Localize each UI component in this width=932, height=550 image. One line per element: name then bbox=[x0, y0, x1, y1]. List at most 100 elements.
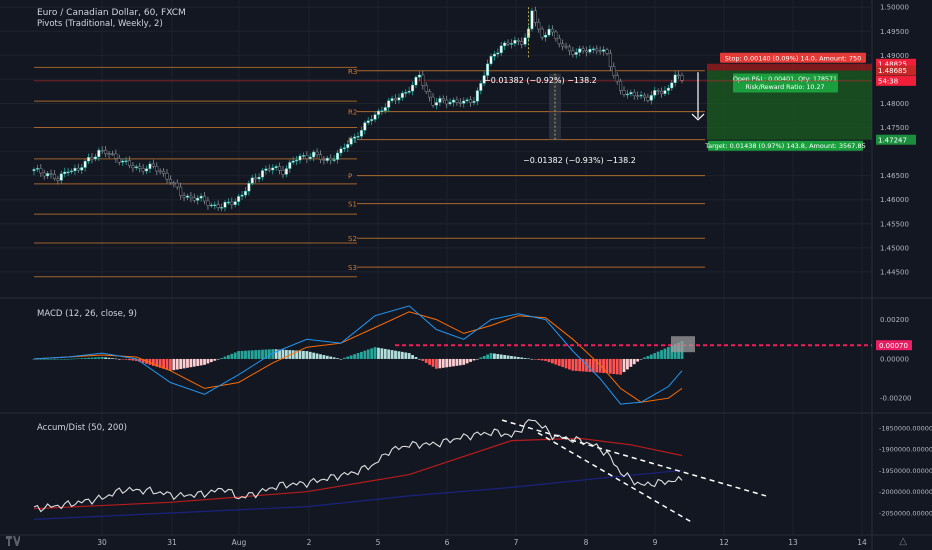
histogram-bar bbox=[595, 358, 599, 373]
histogram-bar bbox=[383, 348, 387, 359]
histogram-bar bbox=[278, 349, 281, 359]
histogram-bar bbox=[499, 354, 503, 359]
histogram-bar bbox=[107, 357, 111, 359]
candle bbox=[250, 177, 254, 184]
candle bbox=[168, 178, 172, 183]
ad-title[interactable]: Accum/Dist (50, 200) bbox=[37, 423, 127, 433]
macd-value-label: 0.00070 bbox=[879, 342, 908, 350]
candle bbox=[540, 28, 544, 38]
candle bbox=[492, 53, 496, 57]
candle bbox=[76, 167, 80, 171]
candle bbox=[677, 74, 681, 77]
candle bbox=[308, 156, 312, 159]
candle bbox=[346, 144, 350, 148]
warning-icon[interactable]: △ bbox=[899, 536, 907, 547]
time-tick-label: 9 bbox=[653, 538, 658, 547]
histogram-bar bbox=[581, 358, 585, 372]
histogram-bar bbox=[407, 353, 411, 359]
candle bbox=[615, 75, 619, 82]
candle bbox=[673, 74, 677, 83]
candle bbox=[284, 168, 288, 175]
target-label-bg bbox=[708, 140, 863, 151]
candle bbox=[312, 151, 316, 158]
histogram-bar bbox=[615, 358, 619, 375]
candle bbox=[32, 169, 36, 172]
candle bbox=[339, 148, 343, 154]
histogram-bar bbox=[247, 350, 251, 359]
candle bbox=[281, 170, 285, 175]
candle bbox=[117, 158, 121, 163]
histogram-bar bbox=[632, 358, 636, 365]
histogram-bar bbox=[400, 351, 404, 359]
candle bbox=[288, 162, 292, 169]
histogram-bar bbox=[32, 358, 36, 360]
histogram-bar bbox=[42, 358, 46, 360]
candle bbox=[646, 96, 650, 101]
candle bbox=[411, 84, 415, 92]
macd-tick-label: 0.00200 bbox=[880, 316, 909, 324]
candle bbox=[400, 92, 404, 98]
histogram-bar bbox=[66, 358, 70, 360]
histogram-bar bbox=[233, 352, 237, 359]
histogram-bar bbox=[155, 358, 159, 367]
candle bbox=[138, 166, 142, 169]
candle bbox=[121, 160, 125, 163]
candle bbox=[554, 31, 558, 39]
candle bbox=[66, 171, 70, 174]
candle bbox=[557, 38, 561, 45]
histogram-bar bbox=[216, 358, 220, 360]
histogram-bar bbox=[643, 357, 646, 359]
symbol-title[interactable]: Euro / Canadian Dollar, 60, FXCM bbox=[37, 8, 186, 18]
candle bbox=[247, 183, 251, 192]
histogram-bar bbox=[445, 358, 449, 368]
time-tick-label: 13 bbox=[788, 538, 798, 547]
histogram-bar bbox=[121, 358, 125, 360]
candle bbox=[90, 157, 94, 160]
candle bbox=[179, 186, 183, 197]
histogram-bar bbox=[523, 357, 527, 359]
pivots-title[interactable]: Pivots (Traditional, Weekly, 2) bbox=[37, 19, 163, 29]
histogram-bar bbox=[390, 350, 394, 359]
histogram-bar bbox=[649, 354, 653, 359]
candle bbox=[325, 157, 329, 161]
candle bbox=[622, 90, 626, 95]
histogram-bar bbox=[339, 358, 343, 360]
pivot-label-S1: S1 bbox=[348, 201, 357, 209]
macd-title[interactable]: MACD (12, 26, close, 9) bbox=[37, 309, 137, 319]
candle bbox=[448, 102, 452, 105]
candle bbox=[397, 97, 401, 101]
pivot-label-P: P bbox=[348, 173, 352, 181]
candle bbox=[462, 100, 466, 104]
histogram-bar bbox=[356, 353, 360, 359]
candle bbox=[499, 45, 503, 54]
candle bbox=[114, 153, 118, 159]
histogram-bar bbox=[148, 358, 152, 365]
histogram-bar bbox=[591, 358, 595, 373]
time-tick-label: Aug bbox=[232, 538, 247, 547]
histogram-bar bbox=[76, 358, 80, 359]
histogram-bar bbox=[646, 356, 650, 359]
candle bbox=[110, 153, 114, 156]
price-tick-label: 1.46000 bbox=[880, 196, 909, 204]
candle bbox=[80, 167, 84, 171]
histogram-bar bbox=[653, 353, 657, 359]
candle bbox=[134, 166, 138, 169]
histogram-bar bbox=[56, 358, 60, 360]
histogram-bar bbox=[162, 358, 165, 369]
histogram-bar bbox=[90, 357, 94, 359]
candle bbox=[298, 155, 302, 161]
histogram-bar bbox=[516, 356, 520, 359]
candle bbox=[260, 170, 265, 178]
histogram-bar bbox=[578, 358, 582, 372]
candle bbox=[182, 195, 186, 198]
candle bbox=[465, 99, 469, 102]
histogram-bar bbox=[189, 358, 193, 368]
candle bbox=[175, 182, 179, 188]
histogram-bar bbox=[206, 358, 210, 364]
histogram-bar bbox=[380, 348, 384, 359]
histogram-bar bbox=[117, 358, 121, 360]
price-label: 1.48685 bbox=[878, 67, 907, 75]
histogram-bar bbox=[73, 358, 77, 360]
histogram-bar bbox=[656, 351, 660, 359]
trendline-lower bbox=[537, 432, 693, 523]
